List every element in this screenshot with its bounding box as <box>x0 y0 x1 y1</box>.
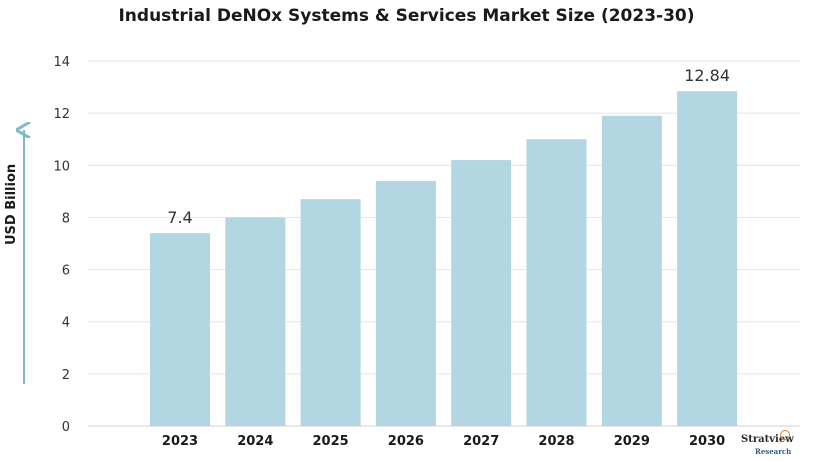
bar-2028 <box>526 139 587 426</box>
bar-2026 <box>375 180 436 426</box>
x-tick-label: 2026 <box>388 434 424 449</box>
y-tick-label: 8 <box>62 211 70 226</box>
x-tick-label: 2030 <box>689 434 725 449</box>
x-tick-label: 2027 <box>463 434 499 449</box>
y-tick-label: 10 <box>53 159 70 174</box>
logo-subtext: Research <box>755 447 792 456</box>
y-tick-label: 2 <box>62 368 70 383</box>
y-tick-label: 14 <box>53 55 70 70</box>
bar-2029 <box>601 115 662 426</box>
data-label: 12.84 <box>684 66 730 85</box>
x-tick-label: 2028 <box>538 434 574 449</box>
bar-2025 <box>300 199 361 426</box>
x-tick-label: 2025 <box>313 434 349 449</box>
x-tick-label: 2029 <box>614 434 650 449</box>
bar-2030 <box>677 91 738 426</box>
y-tick-label: 12 <box>53 107 70 122</box>
data-label: 7.4 <box>167 208 192 227</box>
y-tick-label: 0 <box>62 420 70 435</box>
logo-wordmark: Stratview <box>741 434 794 445</box>
y-tick-label: 4 <box>62 316 70 331</box>
logo-target-icon <box>780 430 790 440</box>
bar-2024 <box>225 217 286 426</box>
chart-title: Industrial DeNOx Systems & Services Mark… <box>118 6 695 26</box>
bar-2023 <box>150 233 210 426</box>
stratview-logo: Stratview Research <box>741 430 809 460</box>
x-tick-label: 2023 <box>162 434 198 449</box>
bar-2027 <box>451 160 512 427</box>
x-tick-label: 2024 <box>237 434 273 449</box>
y-tick-label: 6 <box>62 264 70 279</box>
